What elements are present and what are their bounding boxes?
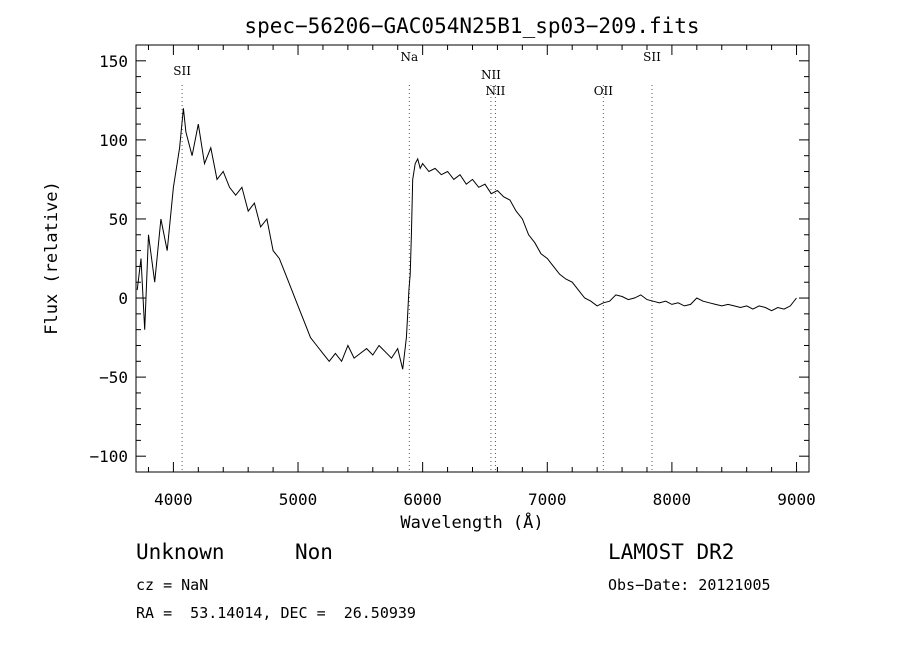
- x-tick-label: 7000: [528, 490, 567, 509]
- line-marker-label: NII: [485, 84, 505, 98]
- object-class: Unknown: [136, 540, 225, 564]
- object-subclass: Non: [295, 540, 333, 564]
- line-marker-label: SII: [643, 50, 661, 64]
- x-tick-label: 4000: [154, 490, 193, 509]
- y-axis: 150 100 50 0 −50 −100: [89, 52, 809, 466]
- plot-frame: [135, 44, 810, 473]
- y-axis-label: Flux (relative): [42, 181, 62, 335]
- line-marker-label: SII: [173, 64, 191, 78]
- coordinates: RA = 53.14014, DEC = 26.50939: [136, 604, 416, 622]
- x-tick-label: 5000: [279, 490, 318, 509]
- y-tick-label: 50: [109, 210, 128, 229]
- line-marker-label: NII: [481, 68, 501, 82]
- observation-date: Obs−Date: 20121005: [608, 576, 771, 594]
- x-axis-label: Wavelength (Å): [400, 511, 543, 533]
- x-tick-label: 9000: [777, 490, 816, 509]
- line-marker-label: OII: [594, 84, 614, 98]
- y-tick-label: −50: [99, 368, 128, 387]
- y-tick-label: −100: [89, 447, 128, 466]
- line-marker-label: Na: [400, 50, 418, 64]
- y-tick-label: 100: [99, 131, 128, 150]
- x-axis: 4000 5000 6000 7000 8000 9000: [147, 45, 816, 509]
- redshift-value: cz = NaN: [136, 576, 209, 594]
- y-tick-label: 0: [118, 289, 128, 308]
- emission-line-markers: SII Na NII NII OII SII: [173, 50, 661, 472]
- x-tick-label: 8000: [653, 490, 692, 509]
- y-tick-label: 150: [99, 52, 128, 71]
- survey-name: LAMOST DR2: [608, 540, 735, 564]
- x-tick-label: 6000: [403, 490, 442, 509]
- spectrum-series-line: [136, 108, 797, 370]
- chart-title: spec−56206−GAC054N25B1_sp03−209.fits: [244, 14, 699, 38]
